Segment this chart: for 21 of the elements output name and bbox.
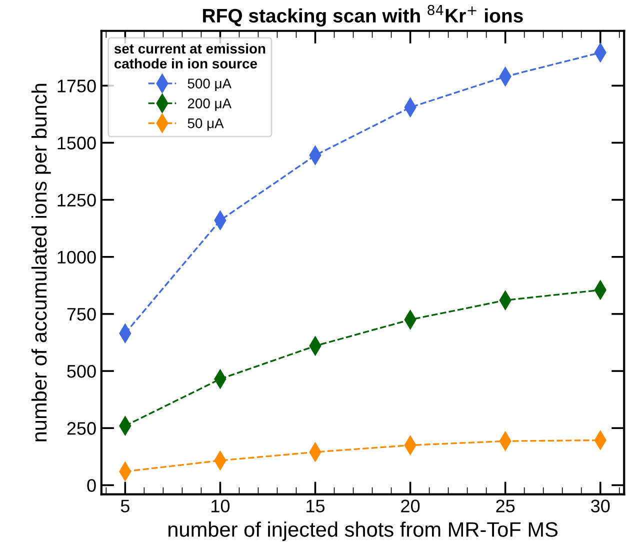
y-tick-label: 250: [67, 422, 96, 435]
x-tick-label: 5: [120, 500, 130, 512]
x-tick-label: 25: [496, 500, 515, 512]
y-tick-label: 1000: [58, 250, 96, 264]
x-axis-title: number of injected shots from MR-ToF MS: [168, 522, 558, 541]
x-tick-label: 30: [591, 500, 610, 512]
y-tick-label: 500: [67, 364, 96, 378]
legend-label: 500 μA: [188, 78, 232, 91]
y-tick-label: 1750: [58, 80, 96, 92]
legend-title: set current at emission cathode in ion source: [114, 43, 266, 69]
y-axis-title: number of accumulated ions per bunch: [31, 84, 51, 442]
y-tick-label: 1500: [58, 136, 96, 150]
chart-title: RFQ stacking scan with $^{84}$Kr$^{+}$ ions: [203, 4, 523, 27]
y-tick-label: 0: [87, 479, 96, 492]
y-tick-label: 750: [67, 308, 96, 321]
legend-label: 200 μA: [188, 98, 232, 111]
x-tick-label: 20: [401, 500, 420, 512]
x-tick-label: 15: [306, 500, 325, 512]
y-tick-label: 1250: [58, 194, 96, 207]
legend-label: 50 μA: [188, 118, 224, 131]
x-tick-label: 10: [212, 500, 230, 512]
